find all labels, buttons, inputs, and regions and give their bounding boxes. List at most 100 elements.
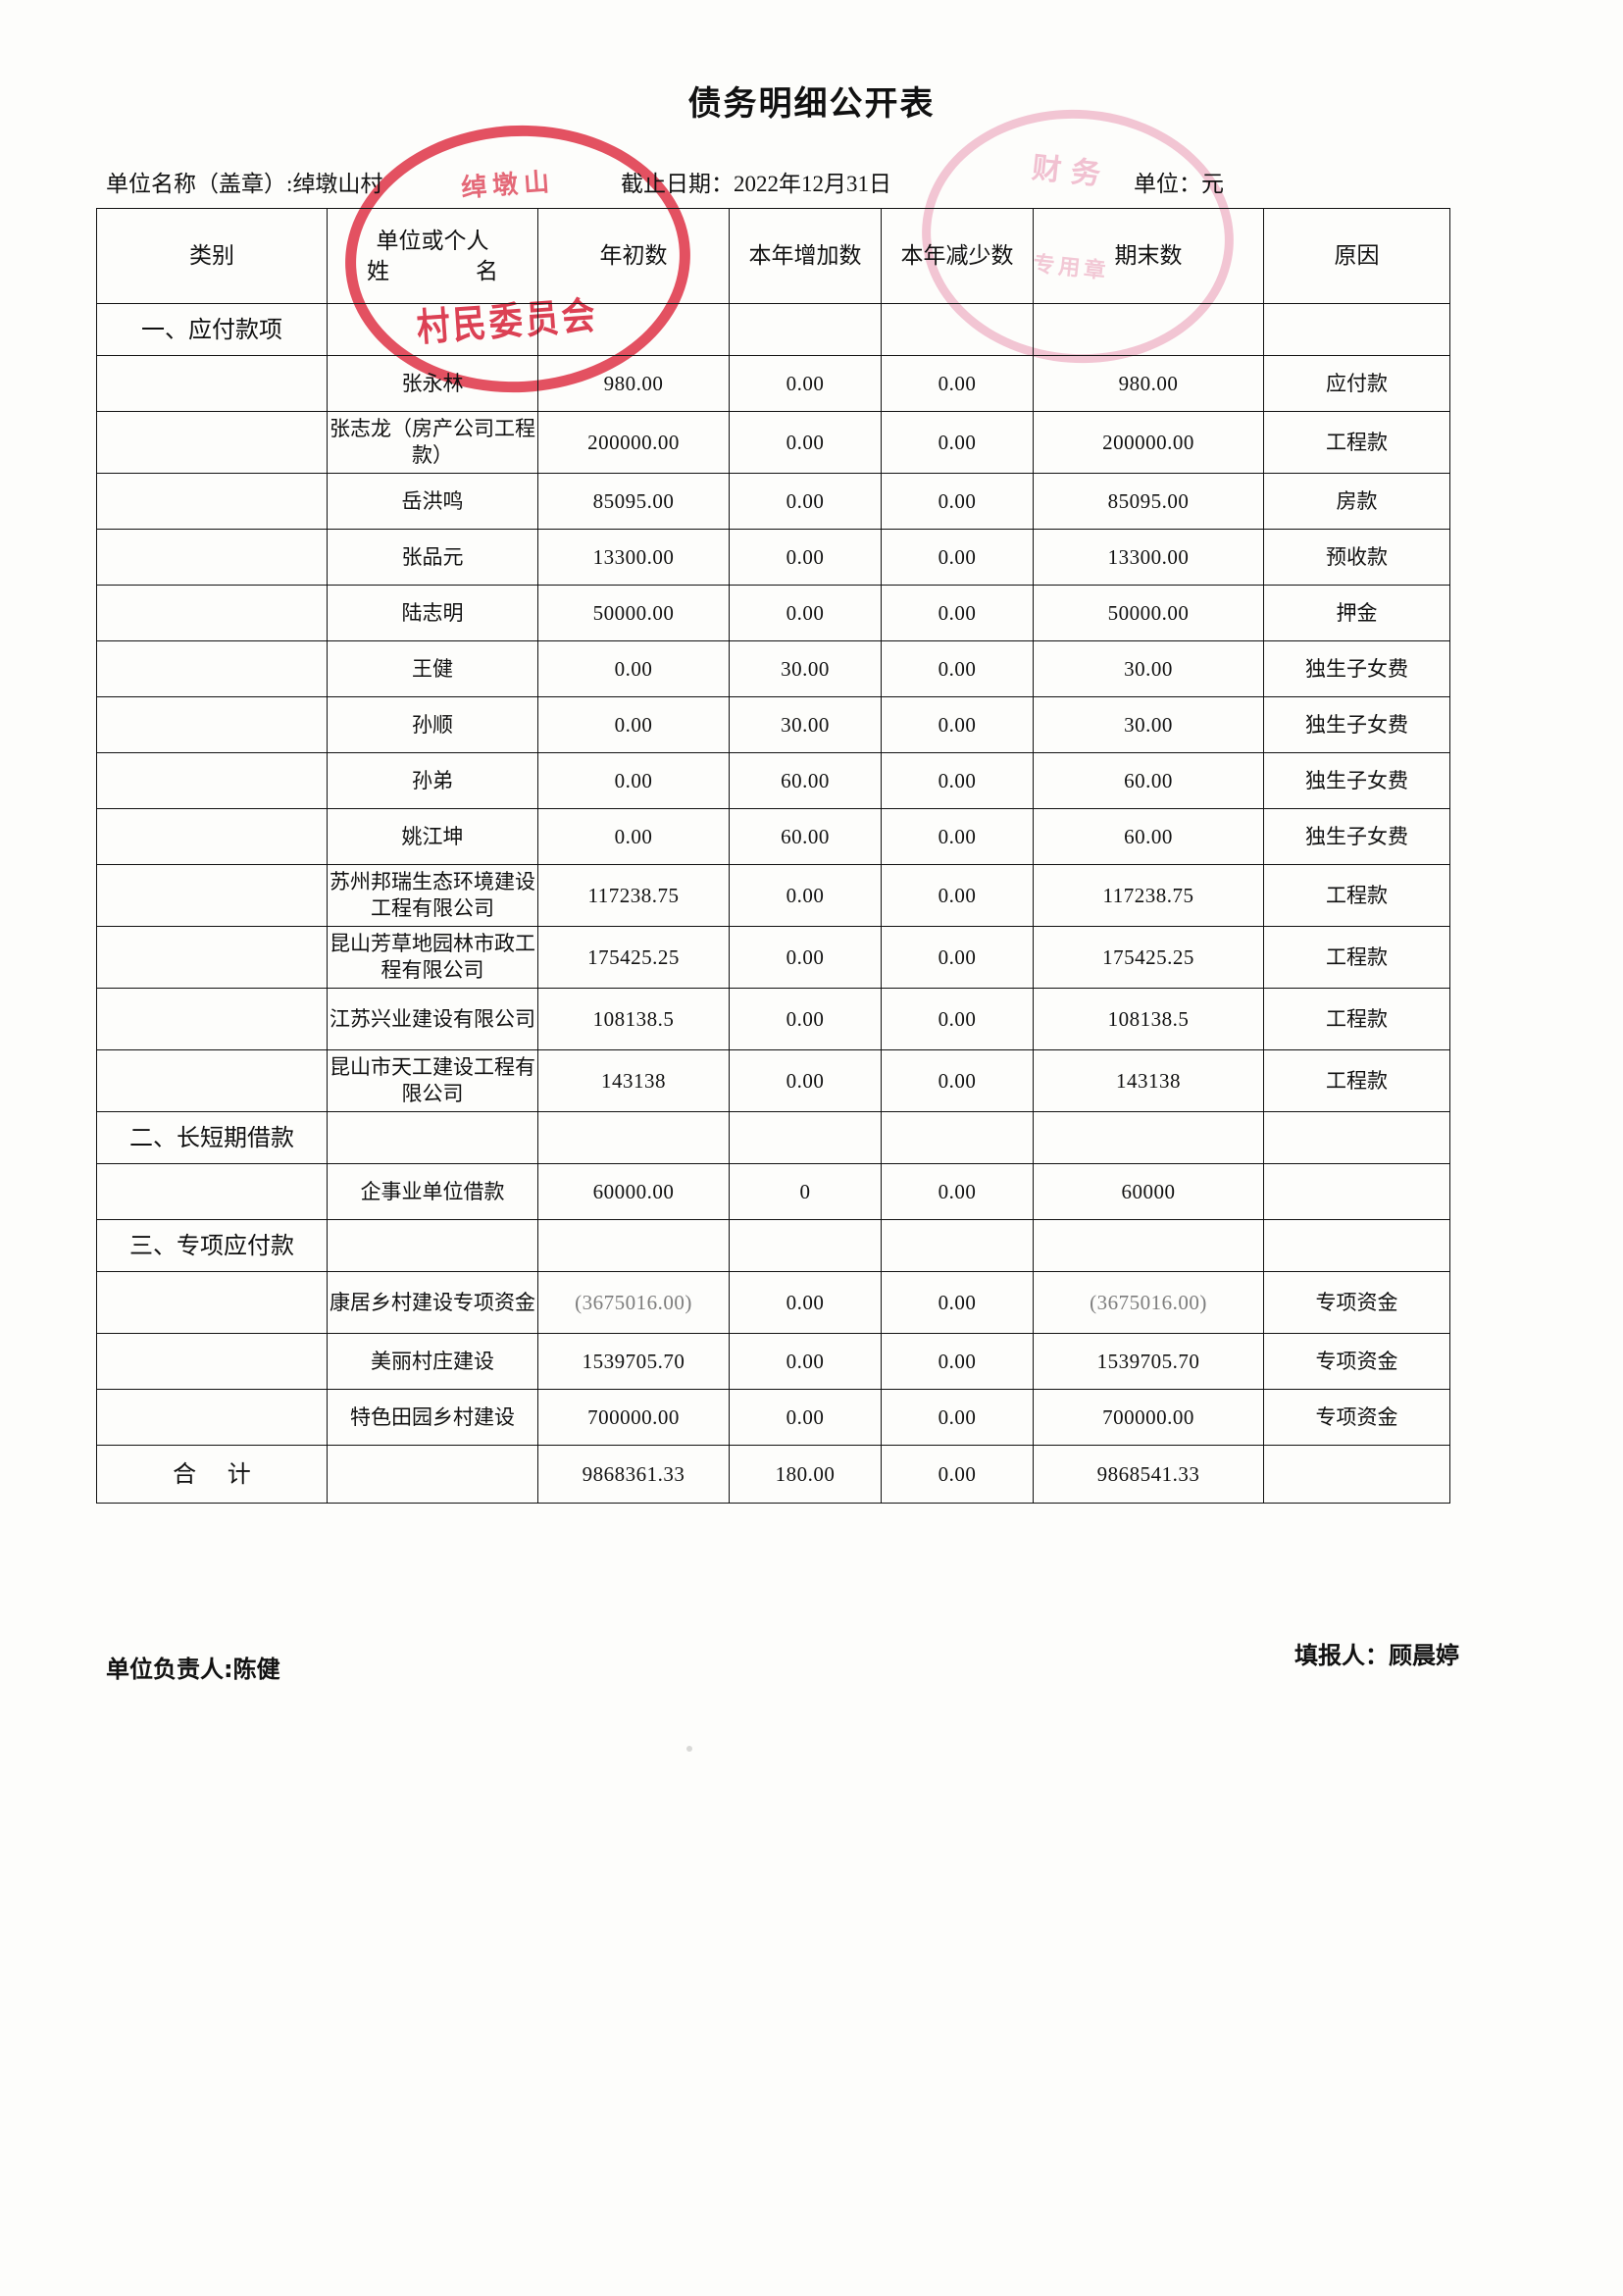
row-decrease: 0.00 xyxy=(881,473,1034,530)
row-begin: 700000.00 xyxy=(537,1389,730,1446)
row-end: 117238.75 xyxy=(1033,864,1264,927)
table-row: 张志龙（房产公司工程款） 200000.00 0.00 0.00 200000.00 工程… xyxy=(96,411,1450,474)
row-end: 980.00 xyxy=(1033,355,1264,412)
table-row: 张永林 980.00 0.00 0.00 980.00 应付款 xyxy=(96,355,1450,412)
row-category xyxy=(96,752,328,809)
header-name: 单位或个人 姓 名 xyxy=(327,208,538,304)
total-label: 合 计 xyxy=(96,1445,328,1504)
table-section-row: 二、长短期借款 xyxy=(96,1111,1450,1164)
row-end: 200000.00 xyxy=(1033,411,1264,474)
row-end: 1539705.70 xyxy=(1033,1333,1264,1390)
row-reason: 专项资金 xyxy=(1263,1333,1450,1390)
row-name: 苏州邦瑞生态环境建设工程有限公司 xyxy=(327,864,538,927)
row-name: 孙弟 xyxy=(327,752,538,809)
section-empty-name xyxy=(327,1219,538,1272)
signature-row: 单位负责人:陈健 填报人：顾晨婷 xyxy=(106,1636,1469,1683)
row-begin: 13300.00 xyxy=(537,529,730,586)
row-decrease: 0.00 xyxy=(881,411,1034,474)
row-end: 700000.00 xyxy=(1033,1389,1264,1446)
row-decrease: 0.00 xyxy=(881,1271,1034,1334)
preparer-value: 顾晨婷 xyxy=(1389,1642,1459,1669)
header-name-line1: 单位或个人 xyxy=(376,228,489,253)
table-section-row: 三、专项应付款 xyxy=(96,1219,1450,1272)
row-name: 康居乡村建设专项资金 xyxy=(327,1271,538,1334)
row-reason: 房款 xyxy=(1263,473,1450,530)
row-decrease: 0.00 xyxy=(881,640,1034,697)
row-decrease: 0.00 xyxy=(881,529,1034,586)
row-begin: 85095.00 xyxy=(537,473,730,530)
row-begin: 980.00 xyxy=(537,355,730,412)
table-body: 一、应付款项 张永林 980.00 0.00 0.00 980.00 应付款 张志龙（房产公司… xyxy=(96,303,1450,1504)
section-title: 三、专项应付款 xyxy=(96,1219,328,1272)
table-total-row: 合 计 9868361.33 180.00 0.00 9868541.33 xyxy=(96,1445,1450,1504)
row-name: 岳洪鸣 xyxy=(327,473,538,530)
row-increase: 60.00 xyxy=(729,808,882,865)
unit-name-value: 绰墩山村 xyxy=(292,172,383,196)
row-category xyxy=(96,1389,328,1446)
row-begin: 0.00 xyxy=(537,752,730,809)
row-reason: 专项资金 xyxy=(1263,1389,1450,1446)
row-begin: 0.00 xyxy=(537,696,730,753)
header-increase-amount: 本年增加数 xyxy=(729,208,882,304)
row-increase: 0.00 xyxy=(729,1271,882,1334)
row-name: 张永林 xyxy=(327,355,538,412)
row-reason xyxy=(1263,1163,1450,1220)
total-name xyxy=(327,1445,538,1504)
row-begin: 50000.00 xyxy=(537,585,730,641)
row-begin: 0.00 xyxy=(537,808,730,865)
row-reason: 独生子女费 xyxy=(1263,752,1450,809)
row-end: 108138.5 xyxy=(1033,988,1264,1050)
table-row: 特色田园乡村建设 700000.00 0.00 0.00 700000.00 专项资金 xyxy=(96,1389,1450,1446)
table-row: 美丽村庄建设 1539705.70 0.00 0.00 1539705.70 专项资金 xyxy=(96,1333,1450,1390)
row-end: (3675016.00) xyxy=(1033,1271,1264,1334)
row-category xyxy=(96,355,328,412)
row-decrease: 0.00 xyxy=(881,1389,1034,1446)
row-increase: 60.00 xyxy=(729,752,882,809)
row-name: 姚江坤 xyxy=(327,808,538,865)
row-end: 60000 xyxy=(1033,1163,1264,1220)
page-title: 债务明细公开表 xyxy=(687,84,936,124)
document-meta: 单位名称（盖章）:绰墩山村 截止日期：2022年12月31日 单位：元 xyxy=(106,165,1479,196)
row-reason: 专项资金 xyxy=(1263,1271,1450,1334)
section-empty-begin xyxy=(537,1111,730,1164)
row-category xyxy=(96,473,328,530)
row-increase: 0.00 xyxy=(729,355,882,412)
table-section-row: 一、应付款项 xyxy=(96,303,1450,356)
row-reason: 独生子女费 xyxy=(1263,808,1450,865)
row-category xyxy=(96,640,328,697)
row-category xyxy=(96,808,328,865)
cutoff-date-value: 2022年12月31日 xyxy=(734,172,891,196)
row-reason: 独生子女费 xyxy=(1263,640,1450,697)
row-begin: 200000.00 xyxy=(537,411,730,474)
section-empty-increase xyxy=(729,1111,882,1164)
section-empty-end xyxy=(1033,303,1264,356)
row-name: 江苏兴业建设有限公司 xyxy=(327,988,538,1050)
row-reason: 工程款 xyxy=(1263,411,1450,474)
currency-unit-label: 单位：元 xyxy=(1134,172,1224,196)
responsible-person-value: 陈健 xyxy=(232,1656,280,1683)
row-decrease: 0.00 xyxy=(881,1163,1034,1220)
row-name: 企事业单位借款 xyxy=(327,1163,538,1220)
row-decrease: 0.00 xyxy=(881,808,1034,865)
section-empty-decrease xyxy=(881,303,1034,356)
table-row: 企事业单位借款 60000.00 0 0.00 60000 xyxy=(96,1163,1450,1220)
table-row: 昆山市天工建设工程有限公司 143138 0.00 0.00 143138 工程款 xyxy=(96,1049,1450,1112)
section-empty-begin xyxy=(537,1219,730,1272)
header-end-amount: 期末数 xyxy=(1033,208,1264,304)
table-row: 孙弟 0.00 60.00 0.00 60.00 独生子女费 xyxy=(96,752,1450,809)
row-decrease: 0.00 xyxy=(881,355,1034,412)
row-decrease: 0.00 xyxy=(881,585,1034,641)
row-name: 张品元 xyxy=(327,529,538,586)
section-empty-begin xyxy=(537,303,730,356)
row-end: 13300.00 xyxy=(1033,529,1264,586)
row-category xyxy=(96,585,328,641)
row-increase: 0.00 xyxy=(729,1389,882,1446)
unit-name-label: 单位名称（盖章）: xyxy=(106,172,293,196)
cutoff-date-field: 截止日期：2022年12月31日 xyxy=(621,165,891,198)
row-decrease: 0.00 xyxy=(881,1333,1034,1390)
table-row: 岳洪鸣 85095.00 0.00 0.00 85095.00 房款 xyxy=(96,473,1450,530)
row-reason: 工程款 xyxy=(1263,1049,1450,1112)
total-decrease: 0.00 xyxy=(881,1445,1034,1504)
row-reason: 独生子女费 xyxy=(1263,696,1450,753)
section-empty-reason xyxy=(1263,1219,1450,1272)
